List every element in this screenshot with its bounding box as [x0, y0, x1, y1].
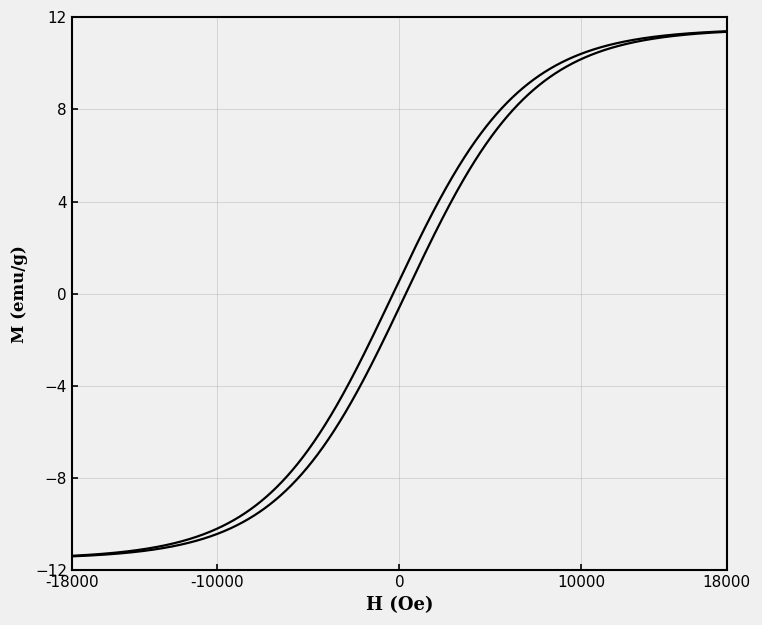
X-axis label: H (Oe): H (Oe) [366, 596, 433, 614]
Y-axis label: M (emu/g): M (emu/g) [11, 245, 28, 342]
